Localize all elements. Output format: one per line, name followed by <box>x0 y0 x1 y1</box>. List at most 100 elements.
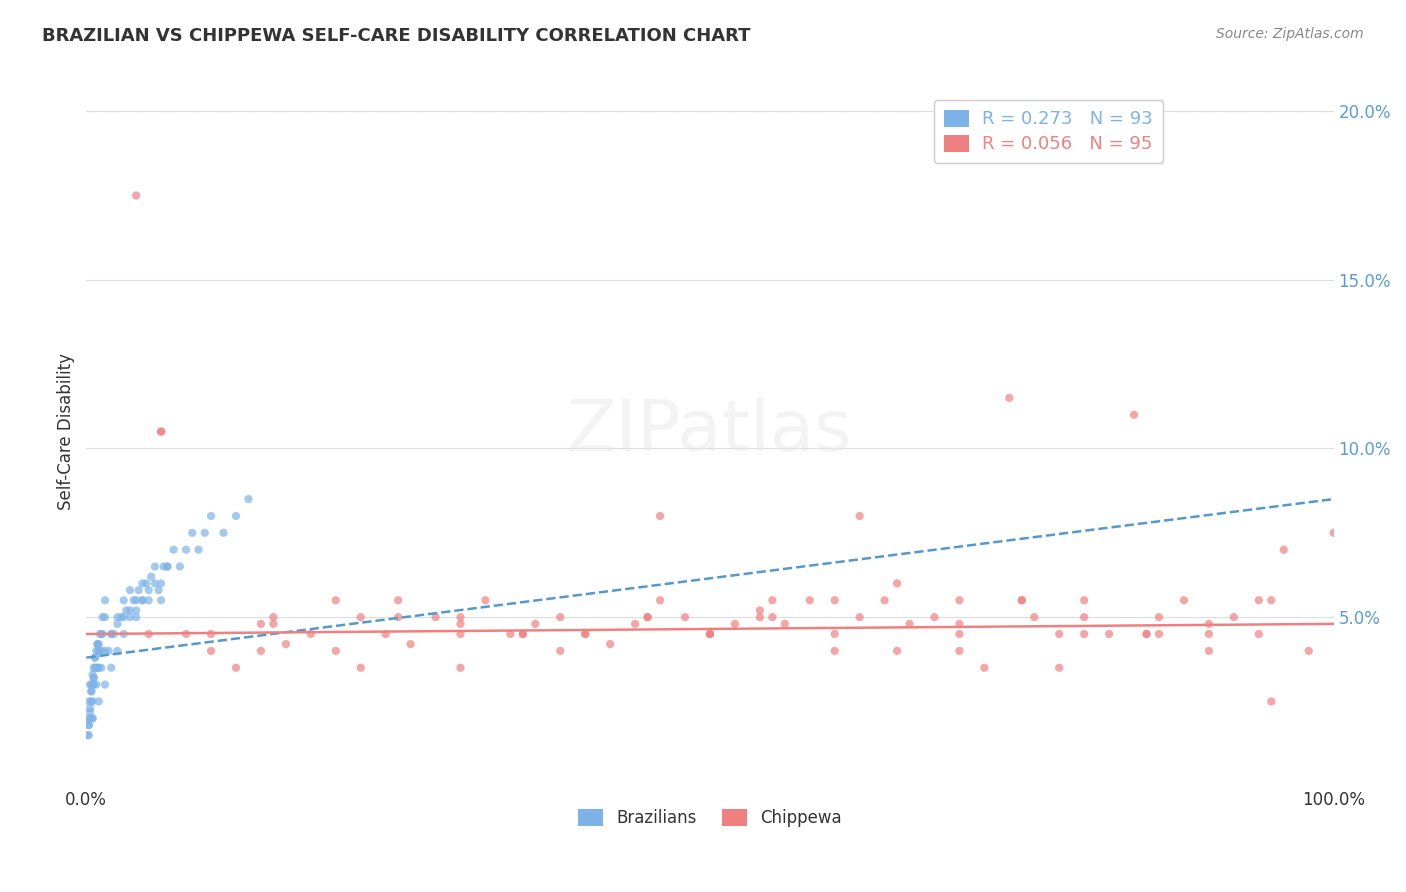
Point <box>82 677 104 691</box>
Point <box>648 508 671 523</box>
Point <box>156 559 179 574</box>
Point <box>91 610 114 624</box>
Point <box>76 711 98 725</box>
Point <box>138 627 160 641</box>
Point <box>1147 627 1170 641</box>
Point <box>150 425 173 439</box>
Point <box>156 559 179 574</box>
Point <box>1247 627 1270 641</box>
Point <box>948 627 970 641</box>
Point <box>107 616 129 631</box>
Point <box>194 525 217 540</box>
Point <box>152 559 174 574</box>
Point <box>84 661 107 675</box>
Point <box>548 610 571 624</box>
Point <box>84 650 107 665</box>
Point <box>122 593 145 607</box>
Point <box>724 616 747 631</box>
Point <box>162 542 184 557</box>
Point <box>83 661 105 675</box>
Point <box>80 677 103 691</box>
Point <box>474 593 496 607</box>
Point <box>212 525 235 540</box>
Point <box>77 718 100 732</box>
Point <box>873 593 896 607</box>
Point <box>1047 661 1070 675</box>
Point <box>84 650 107 665</box>
Point <box>118 603 141 617</box>
Point <box>387 610 409 624</box>
Point <box>799 593 821 607</box>
Point <box>80 694 103 708</box>
Point <box>100 627 122 641</box>
Point <box>1123 408 1146 422</box>
Point <box>350 661 373 675</box>
Point <box>325 644 347 658</box>
Point <box>174 542 197 557</box>
Point <box>548 644 571 658</box>
Point <box>1135 627 1157 641</box>
Point <box>200 627 222 641</box>
Point <box>112 593 135 607</box>
Point <box>299 627 322 641</box>
Point <box>924 610 946 624</box>
Point <box>948 616 970 631</box>
Point <box>103 627 125 641</box>
Point <box>82 711 104 725</box>
Point <box>143 576 166 591</box>
Point <box>89 627 111 641</box>
Point <box>225 661 247 675</box>
Point <box>125 603 148 617</box>
Point <box>1073 627 1095 641</box>
Point <box>748 603 770 617</box>
Point <box>1260 694 1282 708</box>
Point <box>91 627 114 641</box>
Point <box>748 610 770 624</box>
Point <box>1223 610 1246 624</box>
Point <box>948 593 970 607</box>
Point <box>76 728 98 742</box>
Point <box>150 593 173 607</box>
Point <box>84 661 107 675</box>
Point <box>115 603 138 617</box>
Point <box>699 627 721 641</box>
Point <box>83 671 105 685</box>
Point <box>86 637 108 651</box>
Point <box>1011 593 1033 607</box>
Point <box>325 593 347 607</box>
Text: ZIPatlas: ZIPatlas <box>567 397 853 467</box>
Point <box>1323 525 1346 540</box>
Point <box>824 627 846 641</box>
Point <box>637 610 659 624</box>
Point <box>87 637 110 651</box>
Point <box>148 583 170 598</box>
Point <box>1260 593 1282 607</box>
Point <box>637 610 659 624</box>
Point <box>1272 542 1295 557</box>
Point <box>84 677 107 691</box>
Point <box>848 508 870 523</box>
Point <box>125 593 148 607</box>
Point <box>83 671 105 685</box>
Point <box>112 610 135 624</box>
Point <box>512 627 534 641</box>
Point <box>112 627 135 641</box>
Point <box>699 627 721 641</box>
Point <box>1198 627 1220 641</box>
Point <box>200 644 222 658</box>
Point <box>350 610 373 624</box>
Point <box>79 705 101 719</box>
Point <box>83 677 105 691</box>
Point <box>90 661 112 675</box>
Point <box>141 569 163 583</box>
Point <box>886 576 908 591</box>
Point <box>1011 593 1033 607</box>
Point <box>1073 610 1095 624</box>
Point <box>1198 616 1220 631</box>
Point <box>77 728 100 742</box>
Point <box>699 627 721 641</box>
Point <box>135 576 157 591</box>
Point <box>512 627 534 641</box>
Point <box>824 593 846 607</box>
Point <box>77 718 100 732</box>
